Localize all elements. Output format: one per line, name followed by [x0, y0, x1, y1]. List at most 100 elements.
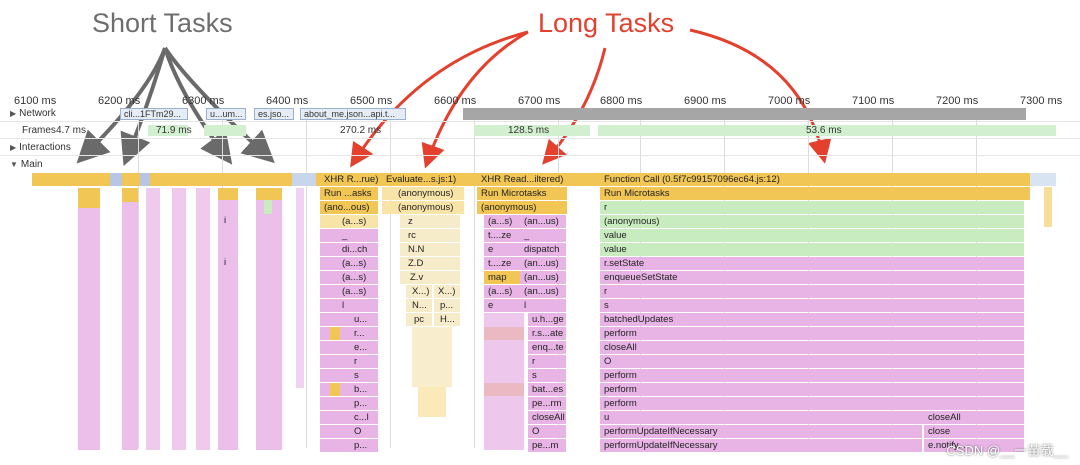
flame-block[interactable]: r.setState [600, 257, 1024, 270]
flame-block[interactable]: perform [600, 383, 1024, 396]
short-task-column[interactable] [196, 188, 210, 450]
network-request[interactable]: es.jso... [254, 108, 294, 120]
flame-block[interactable]: e [484, 243, 520, 256]
flame-block[interactable]: (an...us) [520, 257, 566, 270]
flame-block[interactable]: pe...m [528, 439, 566, 452]
flame-block[interactable] [330, 327, 340, 340]
flame-block[interactable]: p... [434, 299, 460, 312]
flame-block[interactable]: performUpdateIfNecessary [600, 439, 922, 452]
flame-block[interactable]: O [320, 425, 378, 438]
flame-block[interactable]: l [320, 299, 378, 312]
short-task-column[interactable] [218, 188, 238, 450]
flame-block[interactable]: value [600, 229, 1024, 242]
flame-block[interactable]: di...ch [320, 243, 378, 256]
flame-block[interactable]: perform [600, 397, 1024, 410]
flame-block[interactable]: map [484, 271, 520, 284]
flame-block[interactable]: Z.v [400, 271, 460, 284]
flame-block[interactable]: O [528, 425, 566, 438]
flame-block[interactable]: Z.D [400, 257, 460, 270]
short-task-column[interactable] [296, 188, 304, 388]
collapse-triangle-icon[interactable]: ▼ [10, 160, 18, 169]
short-task-column[interactable] [218, 188, 238, 200]
network-request-bar[interactable] [463, 108, 1026, 120]
track-network[interactable]: ▶ Network [10, 108, 56, 119]
flame-block[interactable]: (a...s) [320, 257, 378, 270]
expand-triangle-icon[interactable]: ▶ [10, 109, 17, 118]
flame-block[interactable]: s [320, 369, 378, 382]
flame-block[interactable]: dispatch [520, 243, 566, 256]
flame-block[interactable]: r [528, 355, 566, 368]
expand-triangle-icon[interactable]: ▶ [10, 143, 17, 152]
flame-block[interactable]: XHR R...rue) [320, 173, 378, 186]
short-task-column[interactable] [146, 188, 160, 450]
short-task-column[interactable] [78, 188, 100, 208]
flame-block[interactable]: p... [320, 397, 378, 410]
flame-block[interactable]: performUpdateIfNecessary [600, 425, 922, 438]
flame-block[interactable]: (an...us) [520, 285, 566, 298]
flame-block[interactable]: Function Call (0.5f7c99157096ec64.js:12) [600, 173, 1030, 186]
flame-block[interactable]: bat...es [528, 383, 566, 396]
flame-block[interactable] [330, 383, 340, 396]
short-task-column[interactable] [256, 188, 282, 450]
flame-block[interactable]: l [520, 299, 566, 312]
flame-block[interactable]: r [320, 355, 378, 368]
flame-block[interactable]: N.N [400, 243, 460, 256]
flame-block[interactable]: (ano...ous) [320, 201, 378, 214]
flame-block[interactable]: (anonymous) [382, 187, 464, 200]
flame-block[interactable]: t....ze [484, 257, 520, 270]
flame-block[interactable]: u [600, 411, 1024, 424]
frame-bar[interactable] [204, 125, 246, 136]
flame-block[interactable]: pc [406, 313, 432, 326]
flame-block[interactable]: (anonymous) [600, 215, 1024, 228]
flame-block[interactable]: close [924, 425, 1024, 438]
flame-block[interactable]: (anonymous) [382, 201, 464, 214]
flame-block[interactable]: _ [520, 229, 566, 242]
frame-bar[interactable] [598, 125, 1056, 136]
flame-block[interactable]: (an...us) [520, 271, 566, 284]
flame-block[interactable]: e [484, 299, 520, 312]
flame-block[interactable]: r [600, 201, 1024, 214]
flame-block[interactable]: XHR Read...iltered) [477, 173, 567, 186]
flame-block[interactable]: closeAll [528, 411, 566, 424]
flame-block[interactable]: Evaluate...s.js:1) [382, 173, 464, 186]
flame-block[interactable]: u... [320, 313, 378, 326]
flame-block[interactable]: X...) [406, 285, 432, 298]
flame-block[interactable]: O [600, 355, 1024, 368]
flame-block[interactable]: r... [320, 327, 378, 340]
short-task-column[interactable] [256, 188, 282, 200]
flame-block[interactable]: enq...te [528, 341, 566, 354]
flame-block[interactable]: _ [320, 229, 378, 242]
flame-block[interactable]: r [600, 285, 1024, 298]
flame-block[interactable]: value [600, 243, 1024, 256]
flame-block[interactable]: closeAll [924, 411, 1024, 424]
network-request[interactable]: cli...1FTm29... [120, 108, 188, 120]
flame-block[interactable]: rc [400, 229, 460, 242]
flame-block[interactable]: Run ...asks [320, 187, 378, 200]
flame-block[interactable]: e... [320, 341, 378, 354]
flame-block[interactable]: enqueueSetState [600, 271, 1024, 284]
short-task-column[interactable] [122, 188, 138, 202]
track-main[interactable]: ▼ Main [10, 159, 43, 170]
flame-block[interactable]: perform [600, 327, 1024, 340]
flame-block[interactable]: (a...s) [484, 215, 520, 228]
flame-block[interactable]: X...) [434, 285, 460, 298]
track-frames[interactable]: Frames [22, 125, 56, 136]
flame-block[interactable]: s [528, 369, 566, 382]
short-task-column[interactable] [264, 200, 272, 214]
flame-block[interactable] [418, 387, 446, 417]
network-request[interactable]: about_me.json...api.t... [300, 108, 406, 120]
flame-block[interactable]: u.h...ge [528, 313, 566, 326]
flame-block[interactable]: r.s...ate [528, 327, 566, 340]
flame-block[interactable]: p... [320, 439, 378, 452]
flame-block[interactable]: t....ze [484, 229, 520, 242]
flame-block[interactable]: Run Microtasks [477, 187, 567, 200]
flame-block[interactable]: H... [434, 313, 460, 326]
short-task-column[interactable] [122, 188, 138, 450]
flame-block[interactable] [484, 313, 524, 450]
flame-block[interactable]: (an...us) [520, 215, 566, 228]
flame-block[interactable]: Run Microtasks [600, 187, 1030, 200]
short-task-column[interactable] [172, 188, 186, 450]
flame-block[interactable]: b... [320, 383, 378, 396]
flame-block[interactable]: (a...s) [320, 271, 378, 284]
flame-block[interactable]: (a...s) [320, 215, 378, 228]
